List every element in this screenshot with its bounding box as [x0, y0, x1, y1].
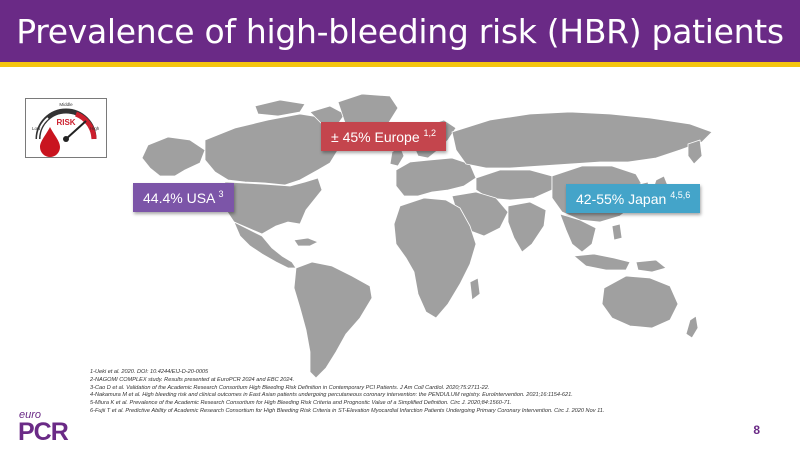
logo-pcr-text: PCR [18, 418, 69, 446]
map-region-philippines [611, 223, 623, 241]
risk-gauge: Middle RISK Low High [25, 98, 107, 158]
map-region-arctic-islands [254, 99, 306, 117]
map-region-australia [601, 275, 679, 329]
gauge-label-high: High [90, 126, 100, 131]
usa-prevalence-text: 44.4% USA [143, 190, 215, 206]
japan-prevalence-label: 42-55% Japan 4,5,6 [566, 184, 701, 213]
gauge-label-risk: RISK [56, 118, 75, 127]
gauge-label-middle: Middle [59, 102, 73, 107]
reference-item: 3-Cao D et al. Validation of the Academi… [90, 384, 490, 391]
reference-item: 4-Nakamura M et al. High bleeding risk a… [90, 392, 573, 399]
map-region-usa [219, 177, 323, 235]
reference-item: 5-Miura K et al. Prevalence of the Acade… [90, 400, 512, 407]
map-region-south-america [293, 261, 373, 379]
europcr-logo: euro PCR [17, 409, 87, 446]
reference-item: 2-NAGOMI COMPLEX study. Results presente… [90, 376, 295, 383]
reference-item: 6-Fujii T et al. Predictive Ability of A… [90, 407, 605, 414]
map-region-russia [451, 111, 713, 169]
usa-prevalence-label: 44.4% USA 3 [133, 183, 234, 212]
map-region-caribbean [293, 237, 319, 247]
logo-euro-text: euro [19, 409, 42, 421]
map-region-africa [393, 197, 477, 319]
europe-prevalence-label: ± 45% Europe 1,2 [321, 122, 447, 151]
map-region-indonesia [573, 253, 631, 271]
europe-prevalence-text: ± 45% Europe [331, 129, 420, 145]
gauge-label-low: Low [32, 126, 41, 131]
page-number: 8 [753, 423, 760, 437]
map-region-southeast-asia [559, 213, 597, 253]
slide-title: Prevalence of high-bleeding risk (HBR) p… [16, 11, 784, 51]
map-region-canada [204, 113, 351, 186]
accent-bar [0, 62, 800, 67]
japan-reference-sup: 4,5,6 [670, 190, 691, 200]
map-region-baffin [309, 105, 346, 125]
map-region-new-zealand [685, 315, 699, 339]
map-region-alaska [141, 136, 206, 177]
map-region-india [507, 201, 547, 253]
map-region-new-guinea [635, 259, 667, 273]
map-region-kamchatka [687, 139, 703, 165]
europe-reference-sup: 1,2 [423, 128, 437, 138]
reference-item: 1-Ueki et al. 2020. DOI: 10.4244/EIJ-D-2… [90, 369, 209, 375]
map-region-europe [395, 157, 477, 197]
usa-reference-sup: 3 [218, 189, 224, 199]
references: 1-Ueki et al. 2020. DOI: 10.4244/EIJ-D-2… [90, 369, 770, 416]
japan-prevalence-text: 42-55% Japan [576, 191, 667, 207]
map-region-madagascar [469, 277, 481, 301]
title-bar: Prevalence of high-bleeding risk (HBR) p… [0, 0, 800, 62]
risk-gauge-icon: Middle RISK Low High [32, 102, 100, 157]
